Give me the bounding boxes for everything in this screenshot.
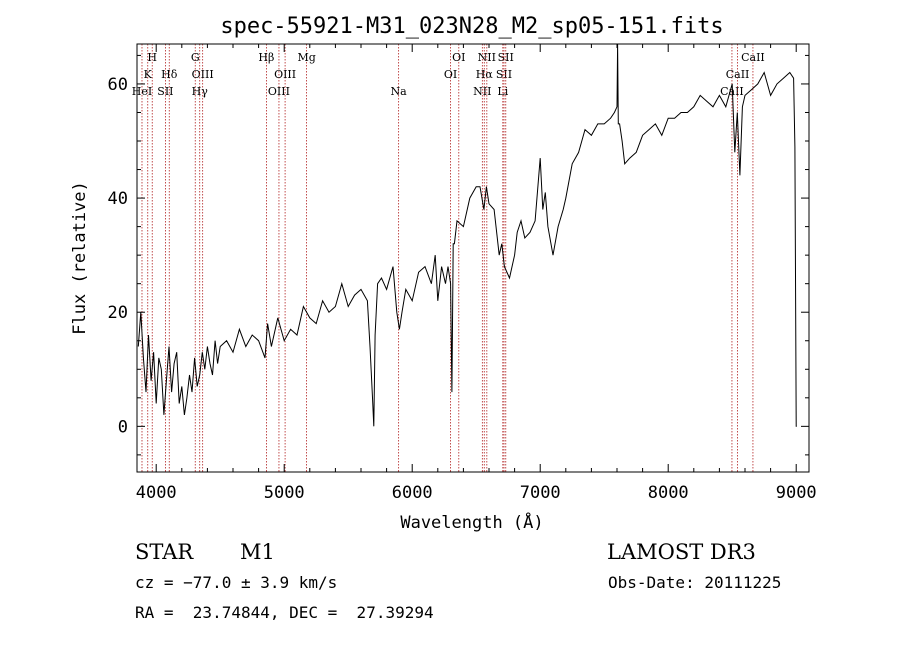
object-class: STAR xyxy=(135,540,194,564)
spectrum-line xyxy=(137,43,797,427)
obs-date: Obs-Date: 20111225 xyxy=(608,573,782,592)
line-marker-label: CaII xyxy=(726,68,750,81)
line-marker-label: Hα xyxy=(476,68,494,81)
x-tick-label: 7000 xyxy=(520,483,561,503)
line-marker-label: Hβ xyxy=(258,51,274,64)
line-marker-label: OI xyxy=(444,68,457,81)
plot-frame xyxy=(136,43,810,473)
chart-title: spec-55921-M31_023N28_M2_sp05-151.fits xyxy=(220,14,723,39)
x-tick-label: 6000 xyxy=(392,483,433,503)
line-marker-label: CaII xyxy=(720,85,744,98)
line-marker-label: SII xyxy=(496,68,512,81)
line-marker-label: G xyxy=(191,51,200,64)
x-axis-label: Wavelength (Å) xyxy=(400,511,543,533)
line-marker-label: OIII xyxy=(268,85,290,98)
line-marker-label: Hδ xyxy=(161,68,178,81)
line-marker-label: Li xyxy=(497,85,508,98)
line-marker-label: NII xyxy=(473,85,491,98)
survey-name: LAMOST DR3 xyxy=(607,540,756,564)
line-marker-label: OIII xyxy=(274,68,296,81)
x-tick-label: 5000 xyxy=(264,483,305,503)
y-tick-label: 0 xyxy=(118,417,128,437)
line-marker-label: SII xyxy=(498,51,514,64)
y-tick-label: 60 xyxy=(108,75,128,95)
line-marker-label: H xyxy=(147,51,157,64)
line-marker-label: OIII xyxy=(192,68,214,81)
line-marker-label: NII xyxy=(478,51,496,64)
redshift-cz: cz = −77.0 ± 3.9 km/s xyxy=(135,573,338,592)
y-axis-label: Flux (relative) xyxy=(70,181,90,335)
line-marker-label: CaII xyxy=(741,51,765,64)
object-subclass: M1 xyxy=(240,540,275,564)
line-marker-label: Mg xyxy=(297,51,315,64)
line-marker-label: HeI xyxy=(132,85,152,98)
line-marker-label: K xyxy=(144,68,153,81)
y-tick-label: 40 xyxy=(108,189,128,209)
y-axis-ticks: 0 20 40 60 xyxy=(108,54,809,456)
line-marker-label: Hγ xyxy=(192,85,209,98)
x-tick-label: 4000 xyxy=(136,483,177,503)
x-tick-label: 8000 xyxy=(648,483,689,503)
ra-dec: RA = 23.74844, DEC = 27.39294 xyxy=(135,603,434,622)
line-marker-label: OI xyxy=(452,51,465,64)
line-marker-label: Na xyxy=(391,85,408,98)
x-tick-label: 9000 xyxy=(776,483,817,503)
x-axis-ticks: 4000 5000 6000 7000 8000 9000 xyxy=(136,44,817,503)
y-tick-label: 20 xyxy=(108,303,128,323)
line-marker-label: SII xyxy=(157,85,173,98)
